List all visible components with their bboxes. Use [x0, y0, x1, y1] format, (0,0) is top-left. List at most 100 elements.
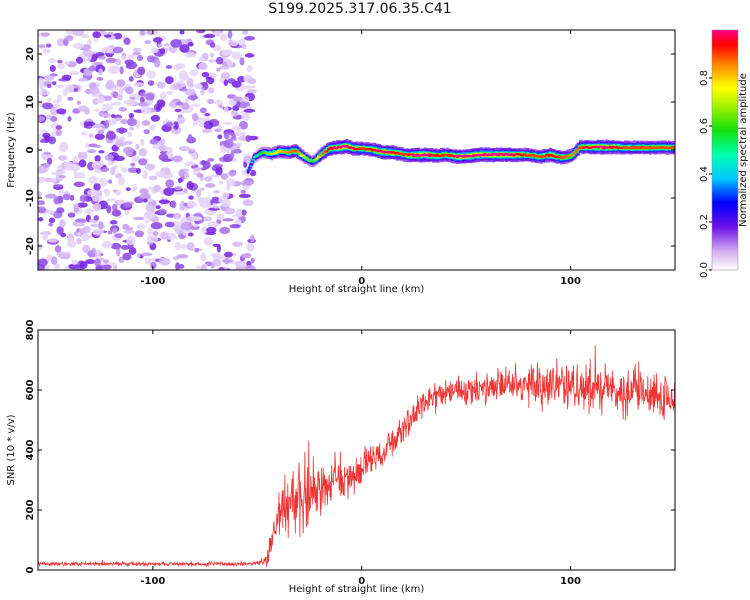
noise-blob [165, 64, 173, 69]
noise-blob [140, 252, 153, 257]
noise-blob [57, 59, 63, 64]
noise-blob [215, 56, 224, 65]
snr-x-label: Height of straight line (km) [289, 584, 425, 595]
noise-blob [67, 96, 74, 101]
snr-y-tick-label: 600 [25, 380, 36, 401]
noise-blob [42, 232, 48, 241]
noise-blob [164, 221, 175, 228]
noise-blob [127, 131, 132, 138]
noise-blob [152, 230, 159, 237]
noise-blob [188, 232, 194, 237]
ridge-cell [402, 154, 405, 157]
noise-blob [213, 30, 221, 37]
noise-blob [104, 267, 111, 270]
noise-blob [73, 181, 85, 188]
noise-blob [226, 59, 234, 67]
noise-blob [219, 226, 231, 235]
noise-blob [109, 220, 118, 225]
ridge-cell [296, 151, 300, 154]
noise-blob [192, 167, 203, 171]
noise-blob [69, 194, 75, 201]
spectrogram-y-label: Frequency (Hz) [6, 112, 17, 188]
noise-blob [83, 121, 96, 127]
noise-blob [178, 145, 191, 152]
noise-blob [219, 33, 228, 41]
noise-blob [55, 125, 63, 130]
noise-blob [184, 161, 196, 167]
noise-blob [87, 149, 97, 154]
noise-blob [105, 57, 117, 64]
ridge-cell [600, 145, 603, 148]
noise-blob [42, 88, 47, 95]
ridge-cell [411, 153, 414, 156]
noise-blob [156, 99, 166, 108]
noise-blob [223, 131, 230, 140]
noise-blob [244, 53, 255, 58]
noise-blob [46, 157, 53, 165]
noise-blob [239, 57, 245, 66]
noise-blob [60, 232, 67, 238]
noise-blob [245, 264, 255, 270]
noise-blob [56, 226, 64, 235]
noise-blob [230, 110, 239, 117]
noise-blob [127, 167, 139, 174]
noise-blob [106, 205, 112, 214]
noise-blob [173, 191, 186, 196]
noise-blob [64, 61, 70, 65]
ridge-cell [639, 146, 642, 149]
noise-blob [196, 30, 206, 34]
noise-blob [79, 195, 87, 203]
noise-blob [135, 143, 140, 150]
noise-blob [111, 101, 122, 106]
noise-blob [101, 103, 114, 112]
colorbar-tick-label: 0.6 [699, 118, 710, 134]
noise-blob [155, 171, 167, 178]
noise-blob [124, 59, 135, 66]
noise-blob [111, 114, 116, 118]
noise-blob [177, 177, 183, 184]
noise-blob [175, 101, 184, 106]
noise-blob [127, 54, 137, 59]
noise-blob [223, 79, 228, 87]
noise-blob [128, 76, 134, 82]
noise-blob [150, 114, 161, 122]
noise-blob [204, 117, 211, 122]
noise-blob [76, 232, 81, 237]
ridge-cell [298, 152, 301, 155]
noise-blob [170, 200, 177, 209]
noise-blob [126, 236, 136, 246]
ridge-cell [249, 165, 252, 167]
noise-blob [240, 253, 250, 259]
noise-blob [196, 117, 208, 124]
noise-blob [45, 193, 57, 199]
noise-blob [227, 171, 236, 176]
ridge-cell [561, 156, 564, 159]
noise-blob [85, 143, 91, 149]
noise-blob [189, 83, 194, 88]
noise-blob [241, 209, 247, 216]
noise-blob [238, 38, 245, 46]
noise-blob [242, 86, 250, 90]
noise-blob [77, 202, 88, 208]
noise-blob [247, 78, 257, 85]
noise-blob [158, 144, 167, 152]
noise-blob [108, 118, 117, 126]
noise-region [38, 30, 259, 270]
noise-blob [116, 79, 126, 88]
noise-blob [231, 253, 238, 257]
spectrogram-x-axis: -100 0 100 [140, 30, 581, 287]
noise-blob [84, 208, 95, 214]
noise-blob [159, 91, 167, 100]
ridge-cell [258, 153, 261, 155]
noise-blob [103, 34, 112, 38]
noise-blob [158, 257, 171, 266]
noise-blob [56, 94, 63, 102]
ridge-cell [634, 147, 637, 150]
noise-blob [38, 77, 45, 86]
noise-blob [49, 65, 56, 72]
colorbar-axis: 0.0 0.2 0.4 0.6 0.8 [699, 70, 712, 278]
noise-blob [231, 51, 243, 60]
noise-blob [120, 55, 127, 61]
